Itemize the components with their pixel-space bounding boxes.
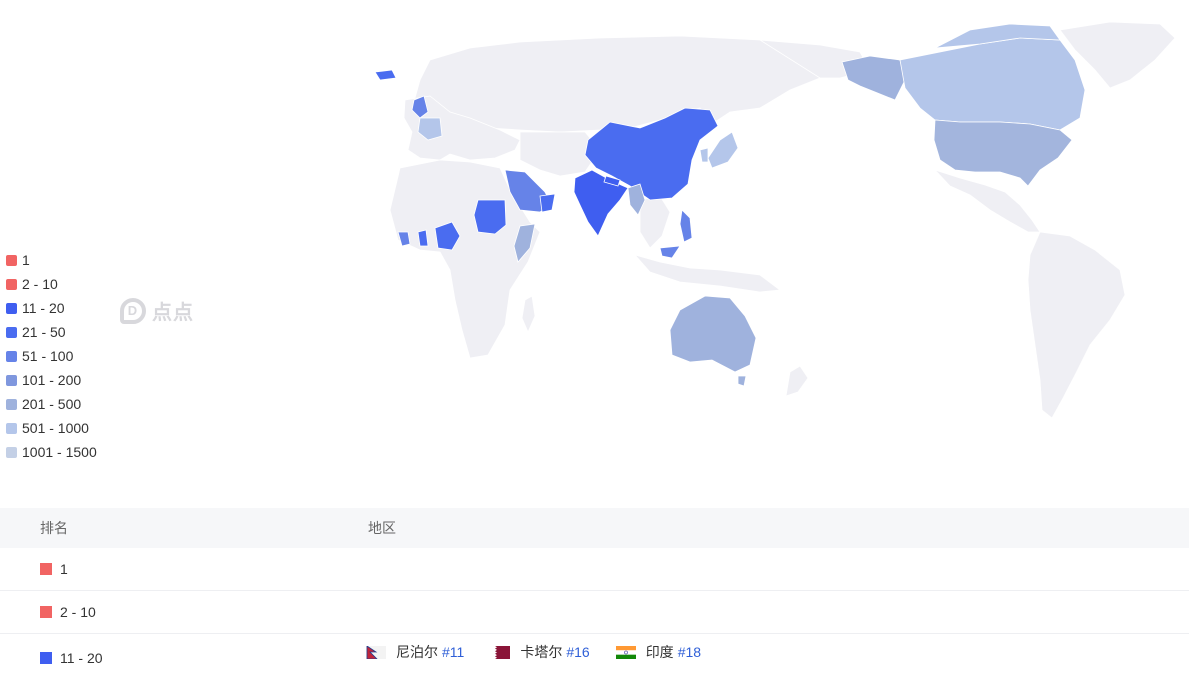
- region-item[interactable]: 印度 #18: [615, 642, 702, 662]
- legend-swatch: [6, 398, 17, 410]
- region-name: 卡塔尔: [520, 644, 563, 660]
- legend-item[interactable]: 1001 - 1500: [6, 440, 97, 464]
- region-greenland: [1059, 21, 1176, 89]
- region-rank: #11: [442, 644, 465, 660]
- table-body: 1 2 - 10 11 - 20 尼泊尔 #11 卡塔尔 #16 印度 #18: [0, 548, 1189, 687]
- legend-label: 51 - 100: [22, 348, 74, 364]
- legend-swatch: [6, 374, 17, 386]
- legend-item[interactable]: 101 - 200: [6, 368, 97, 392]
- header-rank: 排名: [40, 520, 68, 536]
- region-southeast-asia: [639, 195, 671, 249]
- map-legend: 1 2 - 10 11 - 20 21 - 50 51 - 100 101 - 200 20…: [6, 248, 97, 464]
- watermark-logo: D 点点: [120, 296, 194, 325]
- region-name: 尼泊尔: [396, 644, 438, 660]
- rank-label: 2 - 10: [60, 604, 96, 620]
- region-name: 印度: [645, 644, 674, 660]
- legend-swatch: [6, 422, 17, 434]
- rank-label: 1: [60, 561, 68, 577]
- region-ghana: [417, 229, 429, 247]
- region-india: [573, 169, 629, 237]
- table-row: 11 - 20 尼泊尔 #11 卡塔尔 #16 印度 #18: [0, 634, 1189, 687]
- region-rank: #18: [677, 644, 702, 660]
- region-rank: #16: [566, 644, 590, 660]
- world-map: 1 2 - 10 11 - 20 21 - 50 51 - 100 101 - 200 20…: [6, 21, 1176, 464]
- region-alaska: [841, 55, 906, 101]
- legend-swatch: [6, 446, 17, 458]
- region-somalia: [513, 223, 536, 263]
- legend-label: 11 - 20: [22, 300, 65, 316]
- region-west-africa-coast: [397, 231, 411, 247]
- legend-item[interactable]: 501 - 1000: [6, 416, 97, 440]
- rank-cell: 11 - 20: [0, 650, 328, 666]
- header-region: 地区: [368, 520, 396, 536]
- region-australia: [669, 295, 757, 373]
- legend-item[interactable]: 51 - 100: [6, 344, 97, 368]
- region-indonesia: [633, 254, 782, 293]
- region-china: [584, 107, 719, 201]
- legend-label: 501 - 1000: [22, 420, 89, 436]
- region-france: [417, 117, 443, 141]
- region-usa: [933, 119, 1073, 187]
- table-row: 1: [0, 548, 1189, 591]
- region-tasmania: [737, 375, 747, 387]
- legend-swatch: [6, 278, 17, 290]
- region-korea: [699, 147, 709, 163]
- region-uk: [411, 95, 429, 119]
- legend-item[interactable]: 201 - 500: [6, 392, 97, 416]
- region-europe: [403, 95, 521, 161]
- legend-item[interactable]: 21 - 50: [6, 320, 97, 344]
- region-item[interactable]: 尼泊尔 #11: [366, 642, 464, 662]
- rank-swatch: [40, 606, 52, 618]
- nepal-flag-icon: [366, 645, 386, 659]
- ranking-table: 排名 地区 1 2 - 10 11 - 20 尼泊尔 #11 卡塔尔 #16 印度 #18: [0, 508, 1189, 687]
- qatar-flag-icon: [490, 645, 511, 659]
- region-nigeria: [434, 221, 461, 251]
- region-canada-arctic: [934, 23, 1061, 49]
- table-header: 排名 地区: [0, 508, 1189, 548]
- legend-swatch: [6, 326, 17, 338]
- legend-label: 1001 - 1500: [22, 444, 97, 460]
- region-iceland: [374, 69, 397, 81]
- legend-swatch: [6, 302, 17, 314]
- region-nepal: [603, 175, 621, 187]
- legend-label: 21 - 50: [22, 324, 66, 340]
- region-sudan: [473, 199, 507, 235]
- region-canada: [899, 37, 1086, 131]
- legend-label: 1: [22, 252, 30, 268]
- legend-label: 2 - 10: [22, 276, 58, 292]
- rank-cell: 2 - 10: [0, 604, 328, 620]
- world-map-svg: [374, 21, 1176, 419]
- watermark-icon: D: [120, 297, 146, 324]
- region-item[interactable]: 卡塔尔 #16: [490, 642, 590, 662]
- watermark-text: 点点: [152, 302, 194, 324]
- region-cell: 尼泊尔 #11 卡塔尔 #16 印度 #18: [328, 644, 727, 662]
- rank-swatch: [40, 563, 52, 575]
- region-central-asia: [519, 131, 601, 177]
- legend-swatch: [6, 350, 17, 362]
- region-south-america: [1027, 231, 1126, 419]
- legend-label: 101 - 200: [22, 372, 82, 388]
- legend-label: 201 - 500: [22, 396, 82, 412]
- legend-item[interactable]: 2 - 10: [6, 272, 97, 296]
- region-japan: [707, 131, 739, 169]
- region-myanmar: [627, 183, 646, 216]
- rank-swatch: [40, 652, 52, 664]
- rank-cell: 1: [0, 561, 328, 577]
- legend-item[interactable]: 1: [6, 248, 97, 272]
- region-malaysia: [659, 245, 681, 259]
- region-oman: [539, 193, 556, 213]
- region-madagascar: [521, 295, 536, 334]
- india-flag-icon: [615, 645, 636, 659]
- table-row: 2 - 10: [0, 591, 1189, 634]
- legend-swatch: [6, 254, 17, 266]
- rank-label: 11 - 20: [60, 650, 103, 666]
- region-new-zealand: [785, 365, 809, 397]
- legend-item[interactable]: 11 - 20: [6, 296, 97, 320]
- region-philippines: [679, 209, 693, 243]
